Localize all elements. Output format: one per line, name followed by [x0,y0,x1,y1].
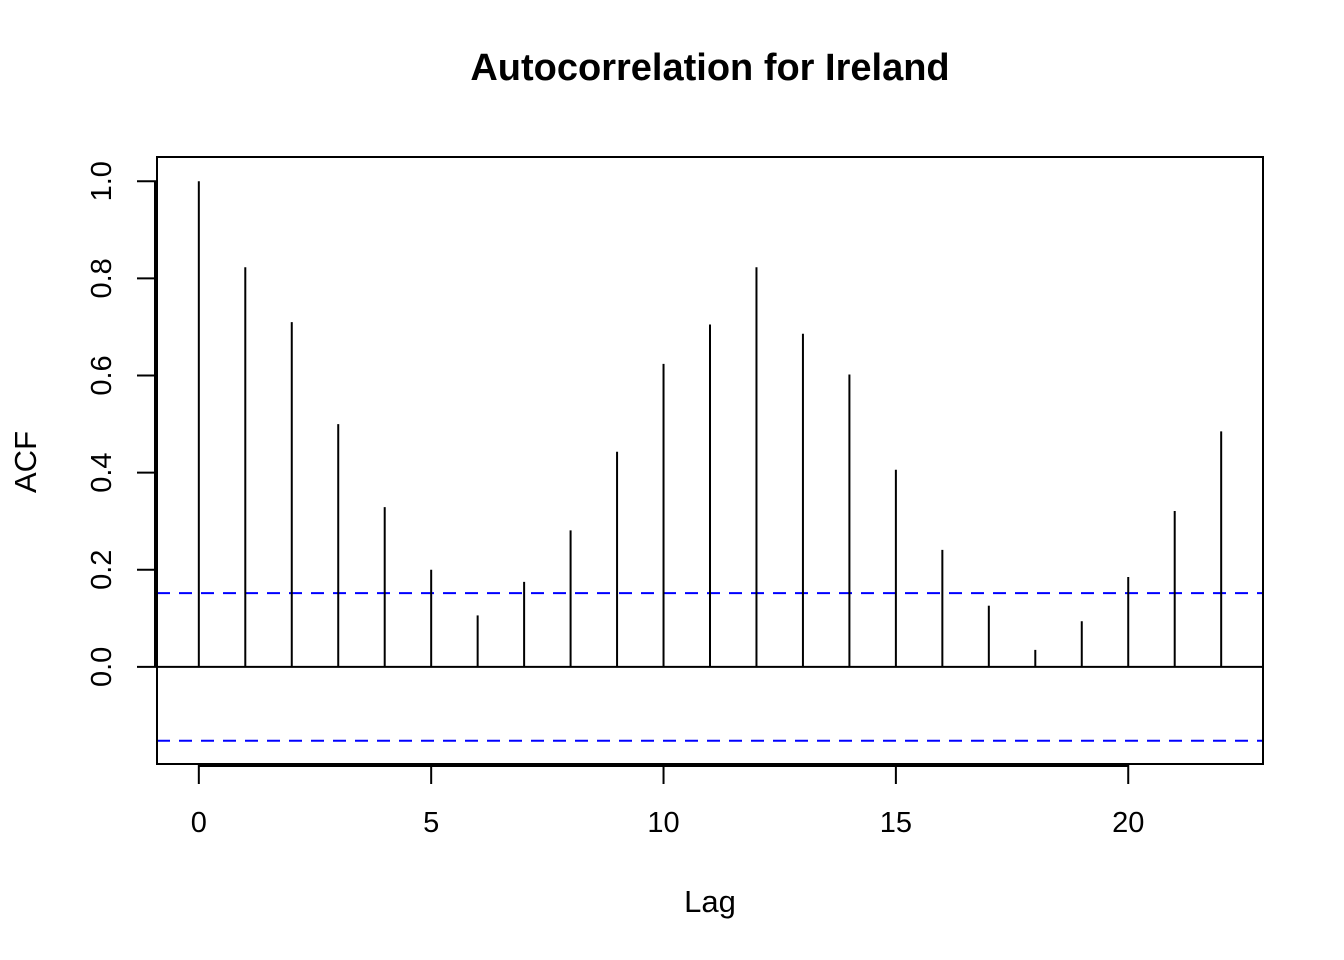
y-tick-label-2: 0.4 [86,452,118,492]
x-axis-label: Lag [684,884,736,919]
x-tick-label-5: 5 [423,807,439,839]
y-tick-label-5: 1.0 [86,161,118,201]
y-tick-label-0: 0.0 [86,647,118,687]
plot-area [157,181,1263,742]
y-tick-label-3: 0.6 [86,355,118,395]
x-tick-label-20: 20 [1112,807,1144,839]
y-tick-label-4: 0.8 [86,258,118,298]
x-axis: 0 5 10 15 20 [191,764,1144,839]
x-tick-label-15: 15 [880,807,912,839]
chart-title: Autocorrelation for Ireland [470,47,949,89]
y-tick-label-1: 0.2 [86,550,118,590]
x-tick-label-0: 0 [191,807,207,839]
y-axis-label: ACF [8,431,43,493]
plot-frame [156,156,1264,765]
y-axis: 0.0 0.2 0.4 0.6 0.8 1.0 [86,161,157,687]
x-tick-label-10: 10 [647,807,679,839]
